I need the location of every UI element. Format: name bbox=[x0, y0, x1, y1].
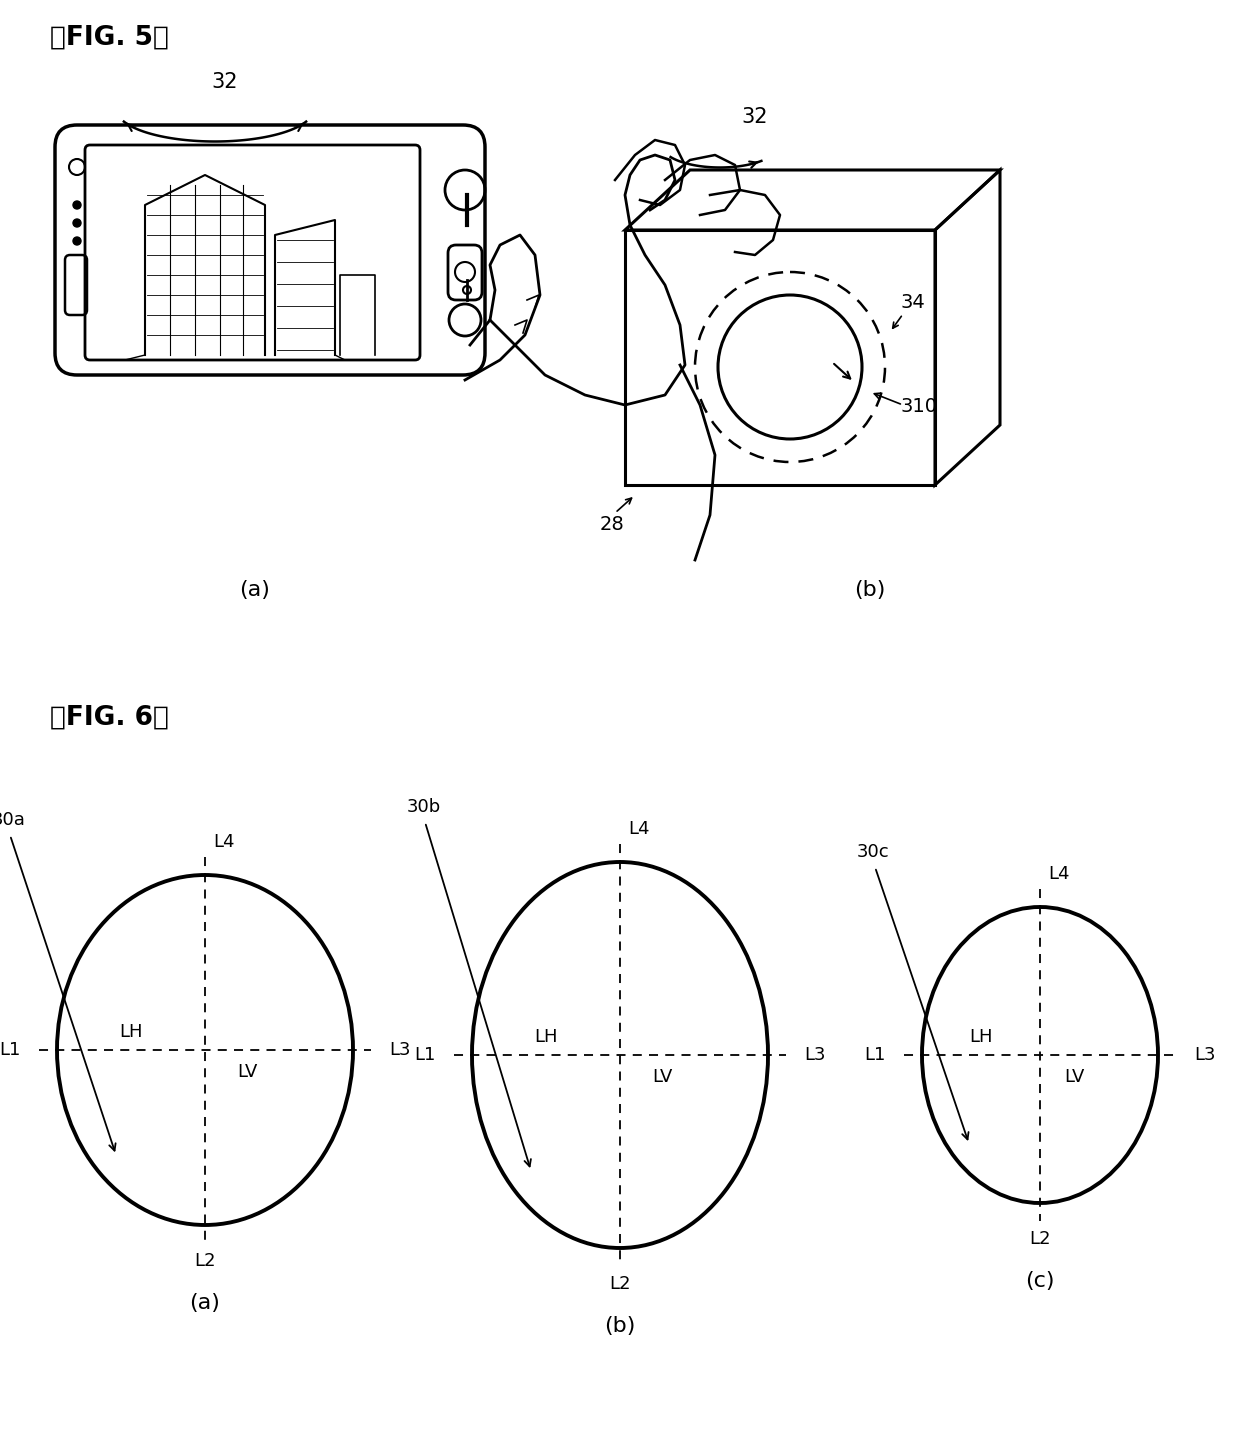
Circle shape bbox=[73, 200, 81, 209]
Text: LV: LV bbox=[1064, 1068, 1084, 1087]
Text: (a): (a) bbox=[190, 1293, 221, 1313]
Text: L2: L2 bbox=[609, 1275, 631, 1293]
Text: 30a: 30a bbox=[0, 811, 26, 829]
Text: 34: 34 bbox=[900, 293, 925, 311]
Text: 32: 32 bbox=[742, 107, 769, 127]
Text: LH: LH bbox=[534, 1027, 558, 1046]
Text: 310: 310 bbox=[900, 398, 937, 416]
Text: 30c: 30c bbox=[857, 843, 889, 862]
Text: (c): (c) bbox=[1025, 1271, 1055, 1291]
Text: 【FIG. 6】: 【FIG. 6】 bbox=[50, 705, 169, 731]
Text: L3: L3 bbox=[389, 1040, 410, 1059]
Text: L3: L3 bbox=[804, 1046, 826, 1063]
Text: L4: L4 bbox=[627, 820, 650, 839]
Text: L4: L4 bbox=[213, 833, 234, 852]
Text: L2: L2 bbox=[1029, 1231, 1050, 1248]
Text: L1: L1 bbox=[414, 1046, 436, 1063]
Text: L2: L2 bbox=[195, 1252, 216, 1270]
Text: (a): (a) bbox=[239, 579, 270, 599]
Text: 30b: 30b bbox=[407, 798, 441, 816]
Text: 【FIG. 5】: 【FIG. 5】 bbox=[50, 24, 169, 50]
Text: 32: 32 bbox=[212, 72, 238, 92]
Text: L3: L3 bbox=[1194, 1046, 1215, 1063]
Text: L1: L1 bbox=[0, 1040, 21, 1059]
Circle shape bbox=[73, 219, 81, 228]
Text: 28: 28 bbox=[600, 516, 625, 535]
Circle shape bbox=[73, 236, 81, 245]
Text: (b): (b) bbox=[854, 579, 885, 599]
Text: LV: LV bbox=[237, 1063, 257, 1081]
Text: LV: LV bbox=[652, 1068, 672, 1087]
Text: L1: L1 bbox=[864, 1046, 887, 1063]
Text: L4: L4 bbox=[1048, 865, 1069, 883]
Text: LH: LH bbox=[970, 1027, 993, 1046]
Text: LH: LH bbox=[119, 1023, 143, 1040]
Text: (b): (b) bbox=[604, 1316, 636, 1336]
